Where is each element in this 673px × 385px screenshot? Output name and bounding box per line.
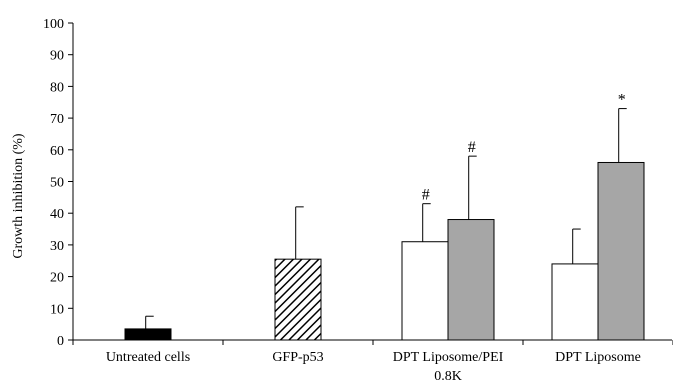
category-label: 0.8K bbox=[434, 369, 462, 384]
y-tick-label: 20 bbox=[50, 271, 64, 286]
significance-marker: # bbox=[468, 139, 476, 156]
y-tick-label: 100 bbox=[43, 17, 64, 32]
category-label: GFP-p53 bbox=[272, 350, 323, 365]
y-tick-label: 60 bbox=[50, 144, 64, 159]
y-tick-label: 40 bbox=[50, 207, 64, 222]
bar bbox=[597, 161, 645, 341]
bar bbox=[447, 219, 495, 341]
significance-marker: * bbox=[618, 92, 626, 109]
category-label: DPT Liposome/PEI bbox=[393, 350, 504, 365]
y-tick-label: 10 bbox=[50, 302, 64, 317]
y-tick-label: 80 bbox=[50, 80, 64, 95]
labels-group: Untreated cells GFP-p53 DPT Liposome/PEI 0.… bbox=[106, 92, 641, 384]
bar bbox=[124, 328, 172, 341]
y-tick-label: 0 bbox=[57, 334, 64, 349]
axes: 0 10 20 30 40 50 60 70 80 90 100 bbox=[43, 17, 673, 349]
bar bbox=[274, 258, 322, 341]
category-label: Untreated cells bbox=[106, 350, 190, 365]
y-tick-label: 30 bbox=[50, 239, 64, 254]
bar bbox=[551, 263, 599, 341]
bars-group bbox=[124, 108, 645, 341]
category-label: DPT Liposome bbox=[555, 350, 641, 365]
bar bbox=[401, 241, 449, 341]
y-tick-label: 70 bbox=[50, 112, 64, 127]
significance-marker: # bbox=[422, 187, 430, 204]
y-tick-label: 50 bbox=[50, 176, 64, 191]
y-tick-label: 90 bbox=[50, 49, 64, 64]
y-axis-title: Growth inhibition (%) bbox=[11, 133, 26, 259]
